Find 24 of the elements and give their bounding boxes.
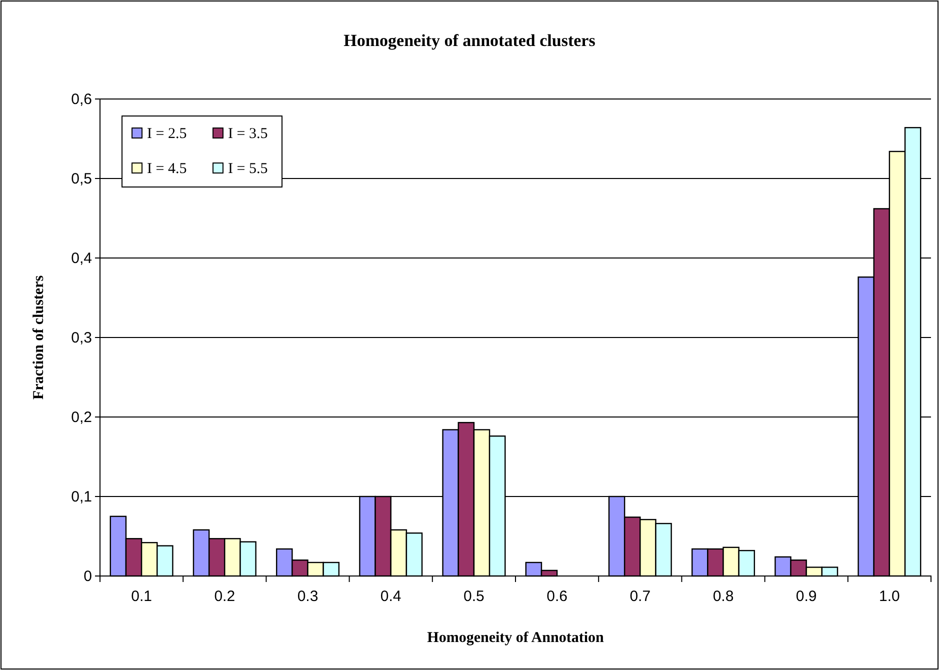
legend-label: I = 4.5 [147, 161, 187, 177]
y-tick-label: 0,5 [71, 170, 92, 188]
x-axis-title: Homogeneity of Annotation [427, 630, 604, 646]
x-tick-label: 1.0 [879, 588, 900, 605]
y-axis-title: Fraction of clusters [31, 275, 47, 400]
x-tick-label: 0.9 [796, 588, 817, 605]
legend-label: I = 2.5 [147, 126, 187, 142]
y-tick-label: 0,2 [71, 408, 92, 426]
y-tick-label: 0 [84, 568, 92, 585]
x-tick-label: 0.8 [712, 588, 734, 605]
x-tick-label: 0.3 [297, 588, 318, 605]
x-tick-label: 0.4 [380, 588, 402, 605]
legend-label: I = 3.5 [228, 126, 268, 142]
y-tick-label: 0,6 [71, 90, 92, 108]
y-tick-label: 0,1 [71, 488, 92, 506]
x-tick-label: 0.7 [630, 588, 651, 605]
x-tick-label: 0.6 [546, 588, 568, 605]
y-tick-label: 0,4 [71, 250, 92, 267]
x-tick-label: 0.5 [464, 588, 484, 605]
chart-title: Homogeneity of annotated clusters [344, 31, 596, 50]
y-tick-label: 0,3 [71, 329, 92, 346]
x-tick-label: 0.2 [214, 588, 236, 605]
legend-label: I = 5.5 [228, 161, 268, 177]
x-tick-label: 0.1 [131, 588, 152, 605]
